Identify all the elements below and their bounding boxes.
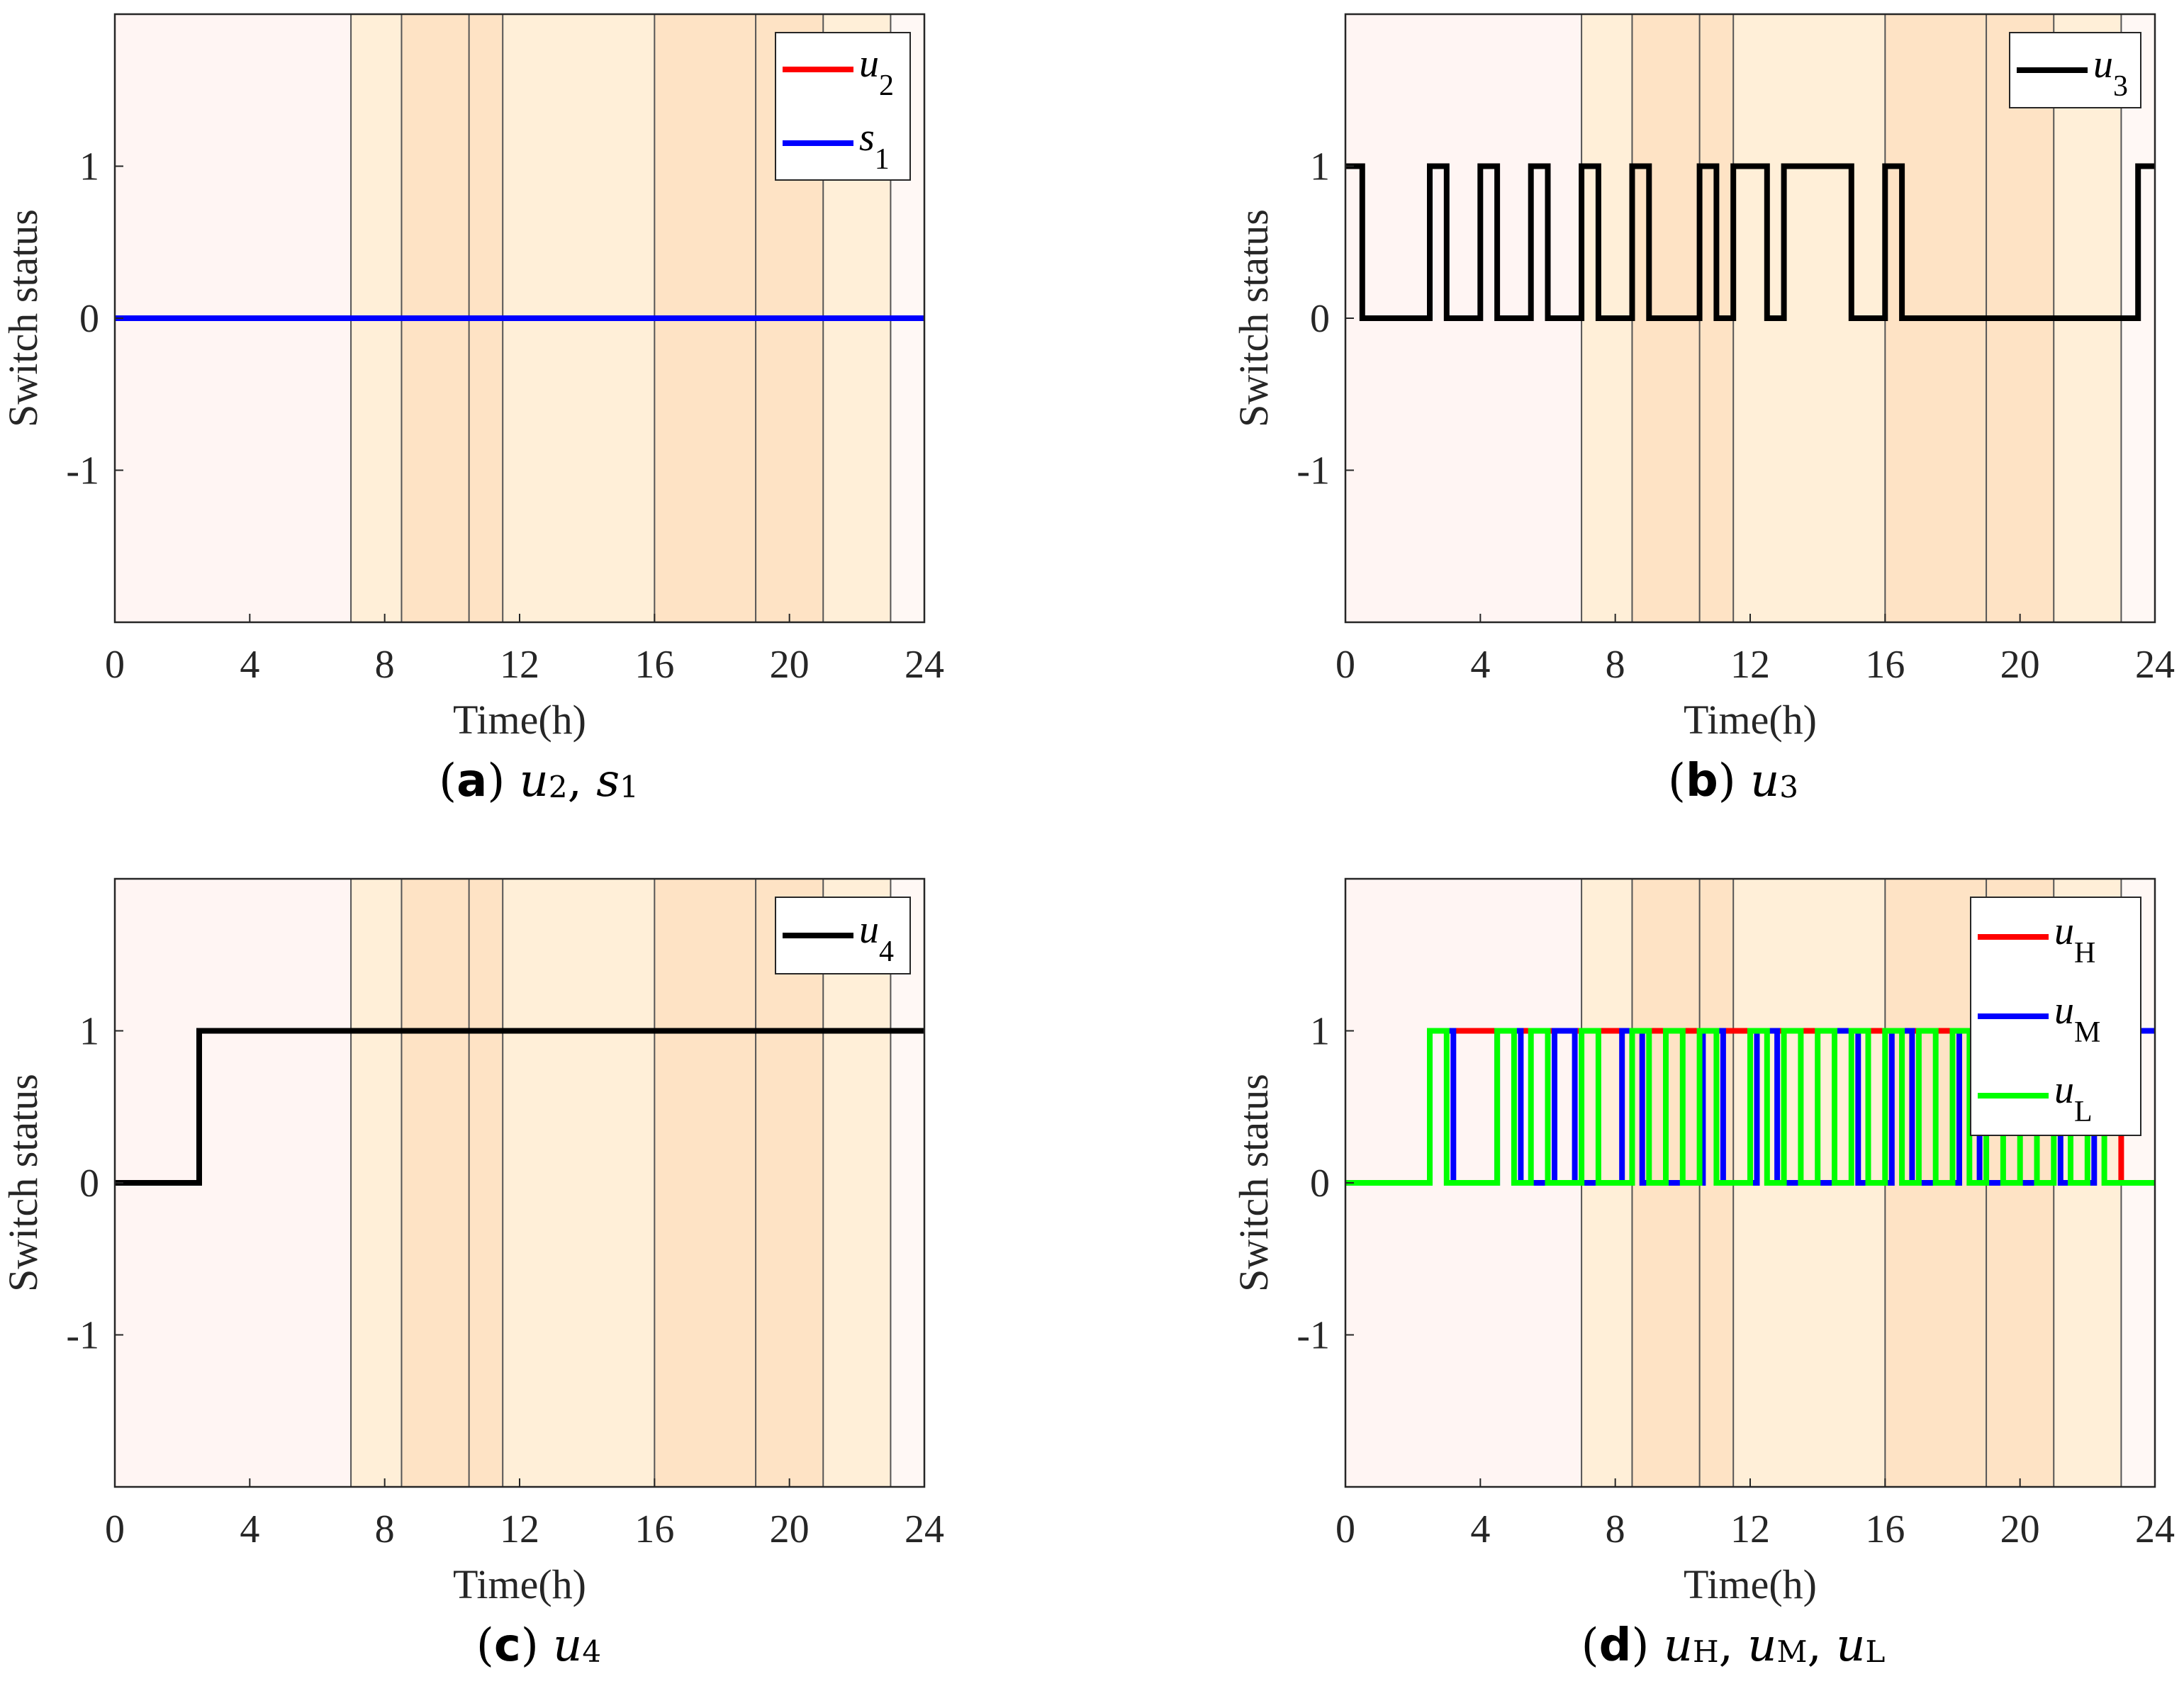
legend-label-s-1: s1: [859, 116, 890, 176]
x-tick-label: 4: [240, 643, 259, 687]
y-tick-label: 1: [1310, 145, 1330, 189]
legend-label-u-h: uH: [2054, 909, 2095, 970]
x-tick-label: 20: [2000, 1507, 2040, 1551]
x-tick-label: 24: [905, 1507, 944, 1551]
y-tick-label: 1: [79, 1010, 99, 1054]
caption-c: (c) u4: [476, 1619, 602, 1672]
y-axis-label: Switch status: [0, 1074, 46, 1292]
price-band-8: [890, 879, 924, 1487]
x-tick-label: 0: [1335, 1507, 1355, 1551]
y-tick-label: -1: [1297, 449, 1330, 493]
y-tick-label: -1: [66, 1314, 99, 1358]
x-tick-label: 12: [500, 1507, 539, 1551]
y-tick-label: -1: [1297, 1314, 1330, 1358]
y-axis-label: Switch status: [1231, 1074, 1277, 1292]
x-tick-label: 4: [1470, 1507, 1490, 1551]
legend-label-u-2: u2: [859, 42, 894, 102]
chart-a: 0 4 8 12 16 20 24 1 0 -1 Time(h) Switch status u2 s1: [0, 13, 944, 743]
x-tick-label: 8: [1606, 643, 1625, 687]
y-tick-label: 0: [1310, 1162, 1330, 1206]
series-line-u-4: [115, 1028, 924, 1186]
price-band-6: [756, 879, 824, 1487]
x-tick-label: 8: [1606, 1507, 1625, 1551]
x-axis-label: Time(h): [453, 697, 586, 743]
x-axis-label: Time(h): [453, 1561, 586, 1607]
price-band-3: [469, 879, 503, 1487]
legend-box: [775, 32, 911, 181]
legend-label-u-4: u4: [859, 908, 894, 968]
legend-label-u-m: uM: [2054, 989, 2100, 1049]
series-line-u-3: [1345, 163, 2155, 321]
x-tick-label: 0: [1335, 643, 1355, 687]
x-tick-label: 16: [1865, 1507, 1905, 1551]
caption-b: (b) u3: [1667, 755, 1799, 807]
x-tick-label: 16: [634, 1507, 674, 1551]
x-tick-label: 8: [375, 1507, 395, 1551]
y-tick-label: 0: [1310, 297, 1330, 341]
y-tick-label: 0: [79, 297, 99, 341]
caption-a: (a) u2, s1: [439, 755, 639, 807]
y-tick-label: -1: [66, 449, 99, 493]
x-tick-label: 24: [905, 643, 944, 687]
x-tick-label: 12: [1730, 1507, 1770, 1551]
x-tick-label: 12: [500, 643, 539, 687]
x-tick-label: 4: [240, 1507, 259, 1551]
price-band-2: [401, 879, 469, 1487]
chart-d: 0 4 8 12 16 20 24 1 0 -1 Time(h) Switch status uH uM u…: [1231, 877, 2175, 1607]
caption-d: (d) uH, uM, uL: [1581, 1619, 1886, 1672]
x-tick-label: 12: [1730, 643, 1770, 687]
y-tick-label: 1: [79, 145, 99, 189]
legend-label-u-l: uL: [2054, 1068, 2093, 1128]
x-tick-label: 20: [2000, 643, 2040, 687]
x-tick-label: 24: [2135, 1507, 2175, 1551]
y-axis-label: Switch status: [0, 209, 46, 427]
price-band-1: [351, 879, 402, 1487]
y-axis-label: Switch status: [1231, 209, 1277, 427]
y-tick-label: 1: [1310, 1010, 1330, 1054]
legend-label-u-3: u3: [2093, 43, 2128, 103]
x-tick-label: 20: [770, 643, 810, 687]
x-tick-label: 8: [375, 643, 395, 687]
chart-c: 0 4 8 12 16 20 24 1 0 -1 Time(h) Switch status u4: [0, 877, 944, 1607]
price-band-7: [823, 879, 891, 1487]
price-band-4: [503, 879, 655, 1487]
price-band-5: [654, 879, 756, 1487]
x-tick-label: 0: [105, 643, 125, 687]
x-tick-label: 24: [2135, 643, 2175, 687]
x-tick-label: 16: [1865, 643, 1905, 687]
y-tick-label: 0: [79, 1162, 99, 1206]
x-tick-label: 0: [105, 1507, 125, 1551]
chart-b: 0 4 8 12 16 20 24 1 0 -1 Time(h) Switch status u3: [1231, 13, 2175, 743]
x-axis-label: Time(h): [1684, 697, 1817, 743]
x-tick-label: 4: [1470, 643, 1490, 687]
x-tick-label: 16: [634, 643, 674, 687]
x-axis-label: Time(h): [1684, 1561, 1817, 1607]
x-tick-label: 20: [770, 1507, 810, 1551]
